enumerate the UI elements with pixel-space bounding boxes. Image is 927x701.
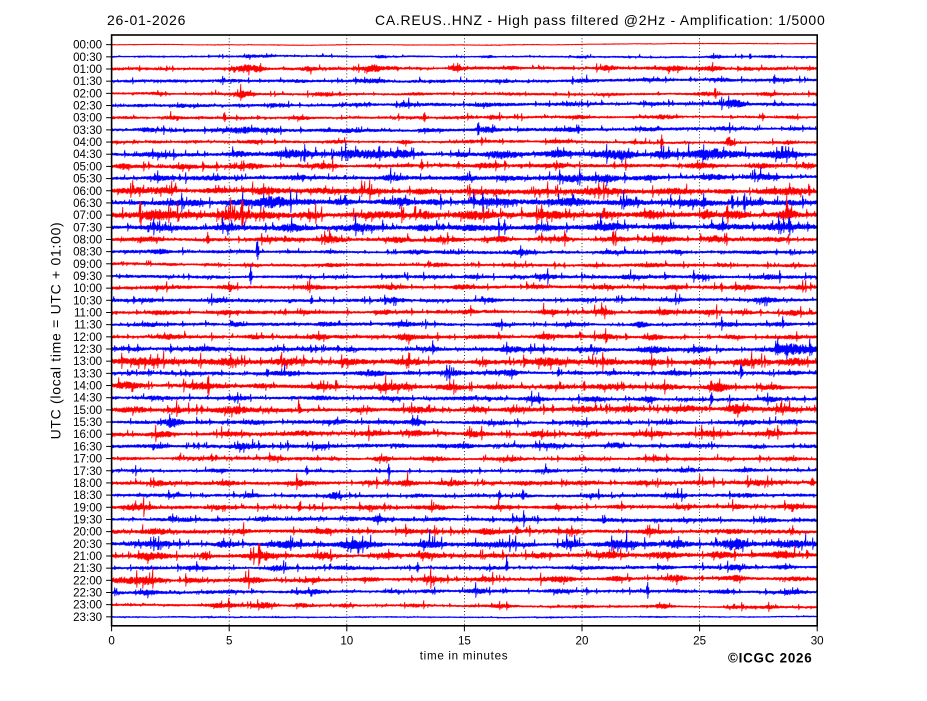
svg-text:18:00: 18:00: [73, 477, 102, 490]
svg-text:19:30: 19:30: [73, 513, 102, 526]
svg-text:13:00: 13:00: [73, 355, 102, 368]
svg-text:20:00: 20:00: [73, 526, 102, 539]
svg-text:04:00: 04:00: [73, 136, 102, 149]
svg-text:©ICGC 2026: ©ICGC 2026: [728, 650, 813, 665]
svg-text:18:30: 18:30: [73, 489, 102, 502]
svg-text:15:00: 15:00: [73, 404, 102, 417]
svg-text:00:30: 00:30: [73, 51, 102, 64]
svg-text:01:00: 01:00: [73, 63, 102, 76]
svg-text:21:00: 21:00: [73, 550, 102, 563]
svg-text:22:00: 22:00: [73, 574, 102, 587]
svg-text:10:00: 10:00: [73, 282, 102, 295]
svg-text:08:00: 08:00: [73, 233, 102, 246]
svg-text:08:30: 08:30: [73, 246, 102, 259]
svg-text:05:00: 05:00: [73, 160, 102, 173]
svg-text:19:00: 19:00: [73, 501, 102, 514]
svg-text:04:30: 04:30: [73, 148, 102, 161]
svg-text:16:00: 16:00: [73, 428, 102, 441]
svg-text:UTC (local time = UTC + 01:00): UTC (local time = UTC + 01:00): [48, 222, 64, 440]
svg-text:02:00: 02:00: [73, 87, 102, 100]
svg-text:11:30: 11:30: [74, 319, 102, 332]
svg-text:15:30: 15:30: [73, 416, 102, 429]
svg-text:22:30: 22:30: [73, 586, 102, 599]
svg-text:12:00: 12:00: [73, 331, 102, 344]
svg-text:13:30: 13:30: [73, 367, 102, 380]
svg-text:10: 10: [340, 635, 353, 648]
svg-text:15: 15: [458, 635, 471, 648]
svg-text:14:30: 14:30: [73, 392, 102, 405]
svg-text:17:00: 17:00: [73, 453, 102, 466]
svg-text:11:00: 11:00: [74, 306, 102, 319]
svg-text:20: 20: [576, 635, 589, 648]
svg-text:21:30: 21:30: [73, 562, 102, 575]
svg-text:5: 5: [226, 635, 232, 648]
svg-text:10:30: 10:30: [73, 294, 102, 307]
svg-text:09:00: 09:00: [73, 258, 102, 271]
svg-text:06:30: 06:30: [73, 197, 102, 210]
svg-text:20:30: 20:30: [73, 538, 102, 551]
svg-text:0: 0: [108, 635, 114, 648]
svg-text:26-01-2026: 26-01-2026: [107, 12, 186, 28]
svg-text:03:00: 03:00: [73, 112, 102, 125]
svg-text:06:00: 06:00: [73, 185, 102, 198]
svg-text:23:00: 23:00: [73, 599, 102, 612]
svg-text:14:00: 14:00: [73, 380, 102, 393]
svg-text:CA.REUS..HNZ - High pass filte: CA.REUS..HNZ - High pass filtered @2Hz -…: [375, 12, 826, 28]
svg-text:03:30: 03:30: [73, 124, 102, 137]
svg-text:25: 25: [693, 635, 706, 648]
svg-text:12:30: 12:30: [73, 343, 102, 356]
svg-text:09:30: 09:30: [73, 270, 102, 283]
svg-text:23:30: 23:30: [73, 611, 102, 624]
svg-text:07:00: 07:00: [73, 209, 102, 222]
svg-text:05:30: 05:30: [73, 173, 102, 186]
svg-text:00:00: 00:00: [73, 39, 102, 52]
svg-text:01:30: 01:30: [73, 75, 102, 88]
svg-text:07:30: 07:30: [73, 221, 102, 234]
svg-text:17:30: 17:30: [73, 465, 102, 478]
svg-text:30: 30: [811, 635, 824, 648]
svg-text:02:30: 02:30: [73, 100, 102, 113]
svg-text:time in minutes: time in minutes: [420, 650, 508, 663]
svg-text:16:30: 16:30: [73, 440, 102, 453]
